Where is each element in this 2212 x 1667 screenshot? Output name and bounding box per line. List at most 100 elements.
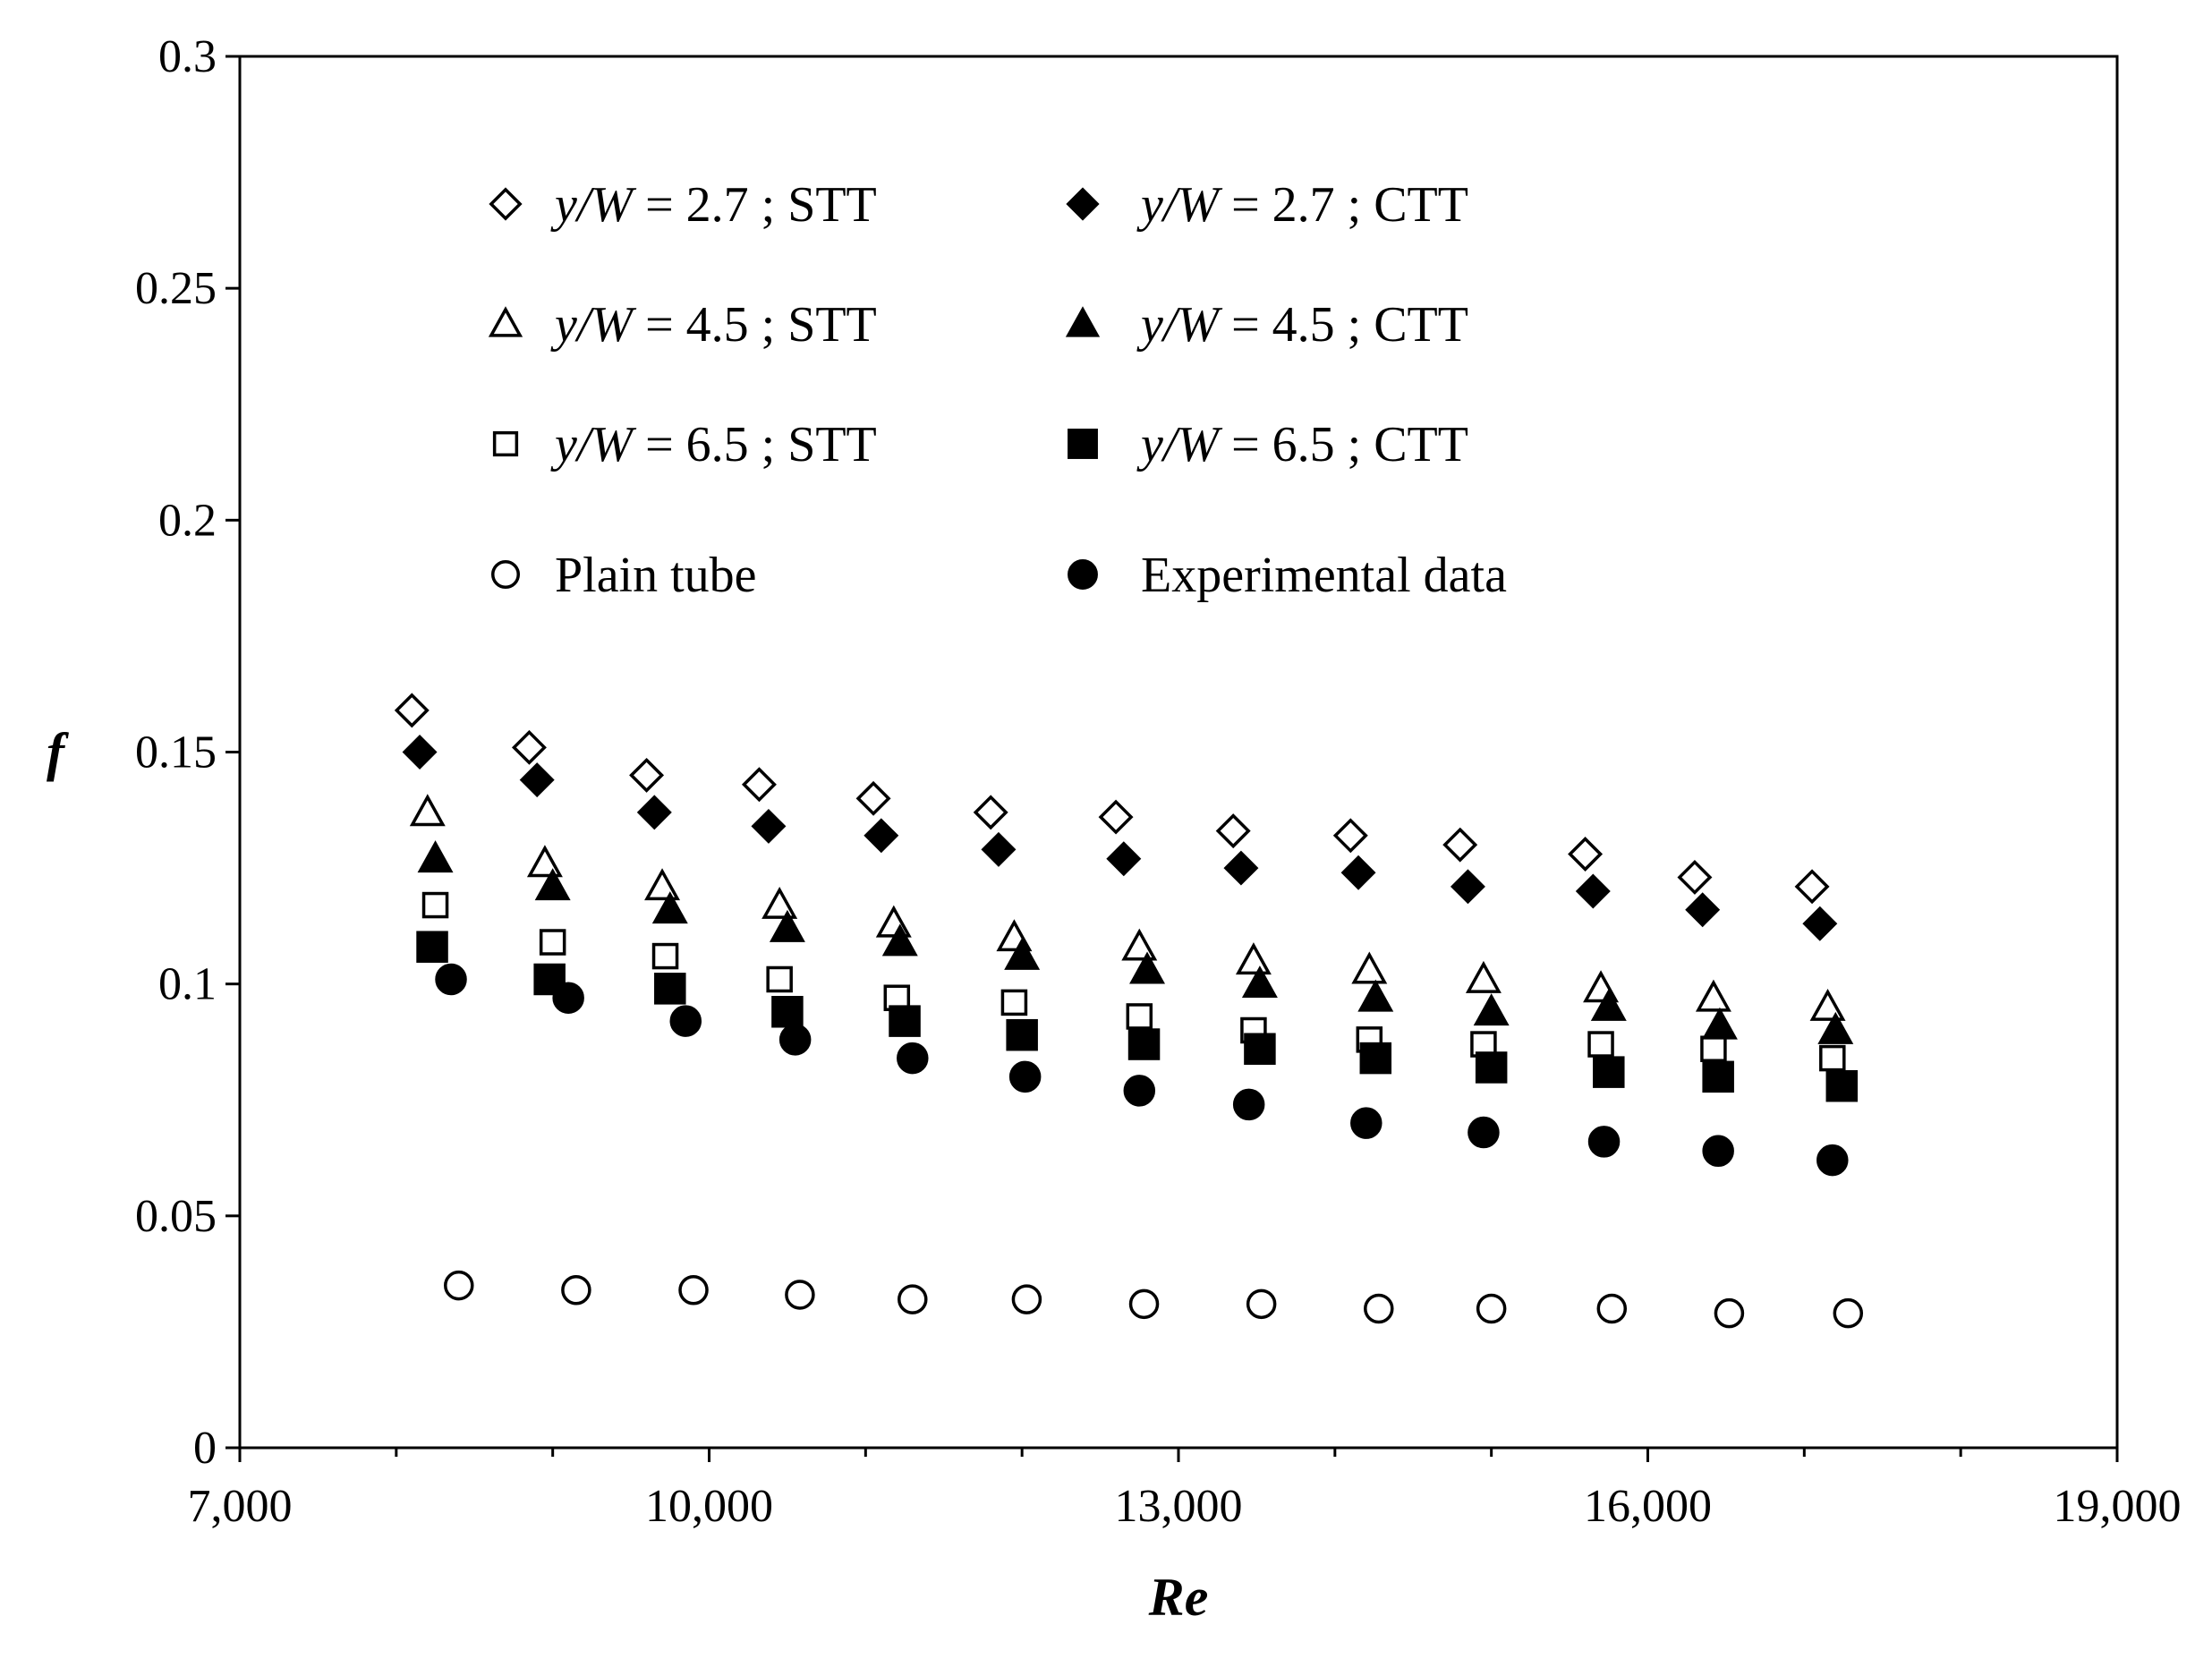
x-tick-label: 10,000 xyxy=(645,1481,773,1532)
diamond-filled-point xyxy=(636,795,672,830)
circle-filled-point xyxy=(1232,1088,1265,1121)
diamond-open-point xyxy=(1568,837,1604,872)
circle-open-point xyxy=(678,1275,709,1306)
circle-filled-point xyxy=(435,963,467,996)
legend-marker-0 xyxy=(489,187,523,221)
y-tick-label: 0.25 xyxy=(135,263,217,314)
triangle-open-point xyxy=(1465,960,1502,993)
diamond-open-point xyxy=(629,757,665,793)
legend-marker-5 xyxy=(1068,429,1098,459)
series-3 xyxy=(417,840,1854,1044)
triangle-open-point xyxy=(409,794,446,827)
square-open-point xyxy=(1587,1031,1614,1058)
triangle-open-point xyxy=(1235,942,1272,975)
legend-marker-2 xyxy=(488,306,523,337)
triangle-filled-point xyxy=(881,923,918,957)
legend-label-prefix: y/W xyxy=(550,417,636,472)
square-filled-point xyxy=(1702,1060,1734,1093)
circle-filled-point xyxy=(1468,1116,1500,1149)
triangle-open-point xyxy=(1583,970,1620,1003)
legend-label-text: Experimental data xyxy=(1141,548,1507,603)
legend-marker-4 xyxy=(492,430,519,457)
circle-filled-point xyxy=(552,982,584,1014)
legend-label-5: y/W = 6.5 ; CTT xyxy=(1136,417,1468,472)
legend-label-6: Plain tube xyxy=(555,548,757,603)
diamond-open-point xyxy=(1677,859,1713,895)
triangle-filled-point xyxy=(1241,965,1278,999)
legend-marker-7 xyxy=(1068,559,1098,590)
legend-label-prefix: y/W xyxy=(550,177,636,233)
legend-label-prefix: y/W xyxy=(1136,297,1222,353)
circle-open-point xyxy=(1011,1284,1042,1314)
circle-open-point xyxy=(1246,1289,1277,1320)
triangle-filled-point xyxy=(1817,1011,1854,1044)
diamond-filled-point xyxy=(402,735,438,770)
legend-label-text: = 2.7 ; CTT xyxy=(1219,177,1468,233)
triangle-filled-point xyxy=(1129,951,1166,984)
legend-label-2: y/W = 4.5 ; STT xyxy=(550,297,877,353)
square-filled-point xyxy=(1359,1042,1392,1075)
triangle-open-point xyxy=(526,845,563,878)
circle-filled-point xyxy=(1816,1144,1849,1177)
legend-marker-1 xyxy=(1066,187,1100,221)
y-tick-label: 0.15 xyxy=(135,727,217,778)
square-filled-point xyxy=(771,996,804,1028)
square-open-point xyxy=(1819,1044,1846,1072)
circle-open-point xyxy=(1364,1293,1394,1324)
circle-filled-point xyxy=(1123,1075,1156,1107)
legend-label-prefix: y/W xyxy=(550,297,636,353)
triangle-open-point xyxy=(1695,979,1731,1012)
square-filled-point xyxy=(1006,1018,1038,1051)
diamond-open-point xyxy=(394,693,430,728)
circle-filled-point xyxy=(1587,1126,1621,1158)
legend-label-prefix: y/W xyxy=(1136,177,1222,233)
triangle-open-point xyxy=(644,868,681,901)
diamond-filled-point xyxy=(1223,850,1259,886)
circle-filled-point xyxy=(669,1005,702,1037)
x-axis-title: Re xyxy=(1148,1568,1209,1627)
series-5 xyxy=(416,931,1859,1102)
legend-marker-3 xyxy=(1065,306,1101,337)
x-tick-label: 7,000 xyxy=(188,1481,293,1532)
diamond-open-point xyxy=(1215,813,1251,849)
triangle-open-point xyxy=(1809,988,1846,1021)
circle-filled-point xyxy=(778,1024,812,1056)
legend-label-prefix: y/W xyxy=(1136,417,1222,472)
triangle-open-point xyxy=(996,919,1033,952)
legend-label-text: = 2.7 ; STT xyxy=(633,177,877,233)
diamond-filled-point xyxy=(1575,873,1611,909)
y-tick-label: 0.3 xyxy=(158,31,217,82)
legend-label-text: = 6.5 ; STT xyxy=(633,417,877,472)
legend-marker-6 xyxy=(491,560,520,589)
circle-open-point xyxy=(1476,1293,1507,1324)
circle-filled-point xyxy=(1702,1135,1734,1168)
triangle-filled-point xyxy=(769,909,805,942)
legend-label-3: y/W = 4.5 ; CTT xyxy=(1136,297,1468,353)
series-0 xyxy=(394,693,1830,905)
legend-label-4: y/W = 6.5 ; STT xyxy=(550,417,877,472)
series-6 xyxy=(444,1270,1864,1329)
triangle-open-point xyxy=(761,886,798,919)
circle-filled-point xyxy=(1008,1060,1042,1093)
square-open-point xyxy=(421,891,449,919)
series-1 xyxy=(402,735,1838,941)
square-filled-point xyxy=(1825,1069,1859,1102)
legend-label-0: y/W = 2.7 ; STT xyxy=(550,177,877,233)
triangle-filled-point xyxy=(1590,988,1627,1021)
circle-open-point xyxy=(1596,1293,1628,1324)
diamond-open-point xyxy=(973,795,1008,830)
diamond-filled-point xyxy=(1106,841,1142,877)
triangle-filled-point xyxy=(534,868,571,901)
circle-filled-point xyxy=(897,1042,929,1075)
diamond-filled-point xyxy=(751,808,787,844)
diamond-filled-point xyxy=(1340,855,1376,890)
legend-label-text: = 4.5 ; STT xyxy=(633,297,877,353)
diamond-filled-point xyxy=(1802,906,1838,941)
x-tick-label: 16,000 xyxy=(1584,1481,1712,1532)
diamond-filled-point xyxy=(519,762,555,798)
series-4 xyxy=(421,891,1846,1072)
square-filled-point xyxy=(1244,1033,1276,1065)
